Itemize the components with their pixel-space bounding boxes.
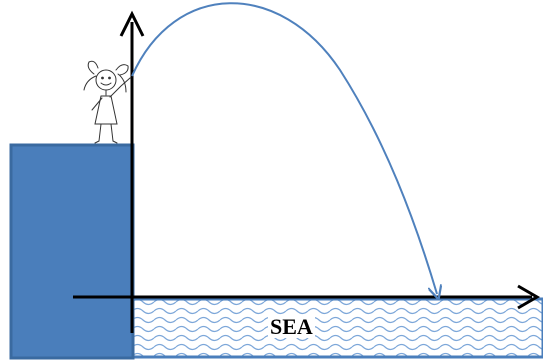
- cliff-block: [11, 145, 133, 358]
- trajectory-curve: [132, 3, 437, 294]
- sea-region: [133, 299, 543, 357]
- sea-label: SEA: [268, 316, 315, 338]
- stick-figure-girl-icon: [84, 61, 130, 143]
